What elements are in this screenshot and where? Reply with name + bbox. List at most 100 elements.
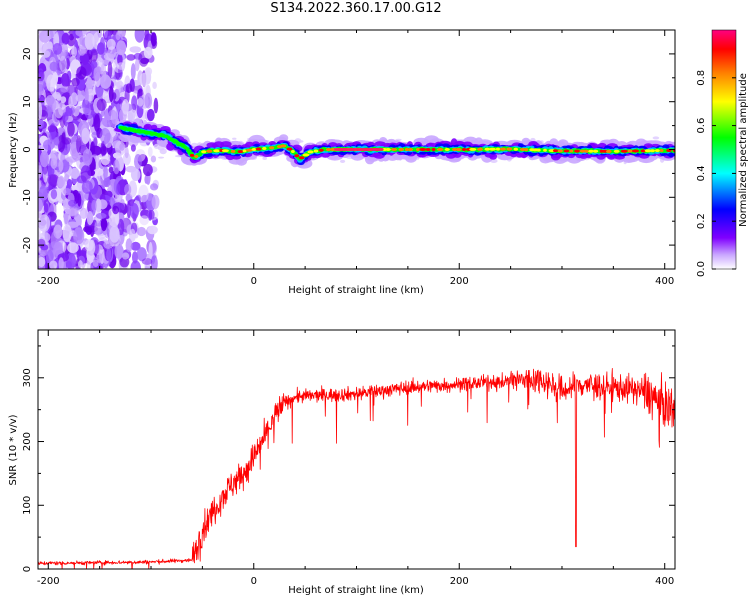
ridge-hotspot [194, 155, 199, 158]
ridge-hotspot [489, 147, 496, 151]
noise-blob [52, 71, 59, 85]
noise-blob [66, 208, 78, 217]
noise-blob [129, 46, 142, 53]
noise-blob [60, 85, 69, 93]
noise-blob [58, 257, 64, 269]
noise-blob [101, 117, 108, 126]
ridge-hotspot [291, 150, 295, 153]
noise-blob [50, 189, 58, 200]
noise-blob [49, 260, 58, 269]
snr-y-axis-label: SNR (10 * v/v) [8, 414, 19, 485]
spectrogram-ticks: -200 0 200 400 -20 -10 0 10 20 [22, 29, 675, 287]
noise-blob [71, 77, 80, 87]
noise-blob [130, 260, 141, 269]
noise-blob [76, 135, 82, 153]
ridge-hotspot [269, 146, 275, 150]
ridge-hotspot [326, 148, 331, 151]
ridge-hotspot [584, 149, 589, 153]
noise-blob [70, 92, 79, 106]
x-tick-label: -200 [37, 576, 60, 587]
noise-blob [150, 155, 157, 163]
ridge-hotspot [302, 153, 310, 157]
noise-blob [140, 57, 150, 65]
noise-blob [652, 136, 660, 140]
noise-blob [106, 247, 112, 262]
noise-blob [96, 252, 103, 263]
noise-blob [99, 128, 111, 145]
noise-blob [61, 32, 70, 45]
noise-blob [81, 55, 89, 66]
noise-blob [134, 30, 145, 43]
noise-blob [116, 40, 127, 56]
noise-blob [99, 74, 112, 89]
noise-blob [89, 145, 102, 156]
ridge-hotspot [649, 149, 656, 153]
noise-blob [127, 112, 134, 122]
noise-blob [125, 83, 133, 93]
ridge-hotspot [574, 149, 580, 153]
noise-blob [122, 152, 131, 166]
noise-blob [41, 122, 47, 133]
ridge-hotspot [513, 147, 518, 151]
y-tick-label: 20 [22, 48, 33, 61]
noise-blob [119, 143, 125, 151]
ridge-hotspot [213, 149, 221, 153]
noise-blob [38, 78, 43, 96]
noise-blob [129, 203, 139, 220]
noise-blob [134, 58, 140, 72]
colorbar-tick-label: 0.4 [696, 165, 707, 181]
noise-blob [139, 72, 150, 87]
ridge-hotspot [654, 149, 660, 153]
noise-blob [79, 207, 88, 219]
noise-blob [58, 159, 64, 172]
snr-ticks: -200 0 200 400 0 100 200 300 [22, 330, 675, 587]
noise-blob [68, 199, 77, 207]
noise-blob [66, 178, 73, 189]
y-tick-label: 300 [22, 368, 33, 387]
noise-blob [59, 55, 67, 72]
noise-blob [107, 61, 113, 79]
noise-blob [49, 61, 58, 72]
noise-blob [78, 260, 83, 268]
x-tick-label: 200 [450, 576, 469, 587]
noise-blob [151, 194, 160, 210]
noise-blob [117, 62, 126, 70]
chart-title: S134.2022.360.17.00.G12 [270, 1, 442, 16]
ridge-hotspot [613, 149, 620, 153]
noise-blob [70, 72, 76, 80]
ridge-cell [489, 153, 498, 160]
noise-blob [142, 163, 153, 177]
colorbar-ticks: 0.0 0.2 0.4 0.6 0.8 [696, 70, 736, 277]
ridge-hotspot [189, 153, 195, 157]
ridge-hotspot [280, 144, 287, 148]
ridge-hotspot [469, 147, 477, 151]
ridge-hotspot [206, 149, 213, 153]
noise-blob [84, 239, 94, 252]
ridge-hotspot [313, 149, 319, 153]
noise-blob [39, 30, 51, 43]
noise-blob [93, 137, 98, 148]
ridge-hotspot [307, 150, 314, 154]
ridge-hotspot [644, 149, 652, 153]
noise-blob [63, 188, 71, 196]
ridge-hotspot [620, 149, 628, 153]
noise-blob [97, 42, 105, 55]
noise-blob [50, 150, 59, 162]
noise-blob [90, 49, 98, 62]
noise-blob [50, 231, 57, 249]
noise-blob [38, 70, 45, 82]
snr-x-axis-label: Height of straight line (km) [288, 585, 424, 596]
noise-blob [148, 242, 153, 260]
ridge-hotspot [455, 148, 462, 151]
ridge-hotspot [221, 149, 229, 153]
snr-panel: -200 0 200 400 0 100 200 300 Height of straight… [8, 329, 676, 596]
ridge-hotspot [579, 149, 586, 153]
y-tick-label: 0 [22, 146, 33, 152]
noise-blob [135, 194, 141, 202]
x-tick-label: 0 [251, 276, 257, 287]
noise-blob [76, 66, 87, 80]
noise-blob [70, 167, 80, 179]
noise-blob [150, 255, 158, 269]
noise-blob [137, 97, 144, 107]
